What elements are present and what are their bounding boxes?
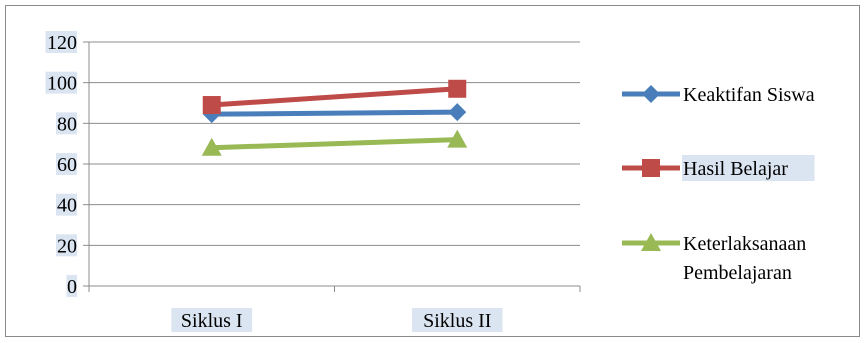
legend-highlight — [682, 155, 815, 181]
legend-marker — [642, 85, 660, 103]
x-tick-highlight — [412, 308, 503, 332]
data-point — [447, 129, 468, 148]
series-line — [211, 86, 458, 108]
x-tick-label: Siklus II — [423, 310, 491, 332]
y-tick-highlight — [56, 153, 77, 175]
legend-marker — [641, 233, 661, 251]
legend-label: Keaktifan Siswa — [683, 84, 815, 106]
y-tick-label: 40 — [57, 195, 77, 217]
data-point — [202, 96, 221, 115]
y-tick-highlight — [56, 234, 77, 257]
y-tick-highlight — [45, 31, 77, 53]
legend-label: Pembelajaran — [683, 262, 792, 284]
y-tick-highlight — [66, 275, 77, 297]
y-tick-highlight — [56, 112, 77, 135]
series-line — [211, 137, 458, 151]
series-line — [211, 109, 458, 117]
y-tick-label: 0 — [67, 276, 77, 298]
y-tick-label: 60 — [57, 154, 77, 176]
y-tick-label: 20 — [57, 235, 77, 257]
y-tick-label: 100 — [47, 73, 77, 95]
y-tick-label: 80 — [57, 113, 77, 135]
y-tick-highlight — [45, 71, 77, 94]
y-tick-label: 120 — [47, 32, 77, 54]
legend-label: Hasil Belajar — [683, 158, 788, 180]
data-point — [201, 137, 222, 156]
legend-label: Keterlaksanaan — [683, 233, 806, 255]
x-tick-highlight — [171, 308, 253, 332]
legend-marker — [642, 159, 660, 177]
data-point — [448, 79, 467, 98]
data-point — [448, 103, 467, 122]
x-tick-label: Siklus I — [181, 310, 243, 332]
y-tick-highlight — [56, 193, 77, 216]
